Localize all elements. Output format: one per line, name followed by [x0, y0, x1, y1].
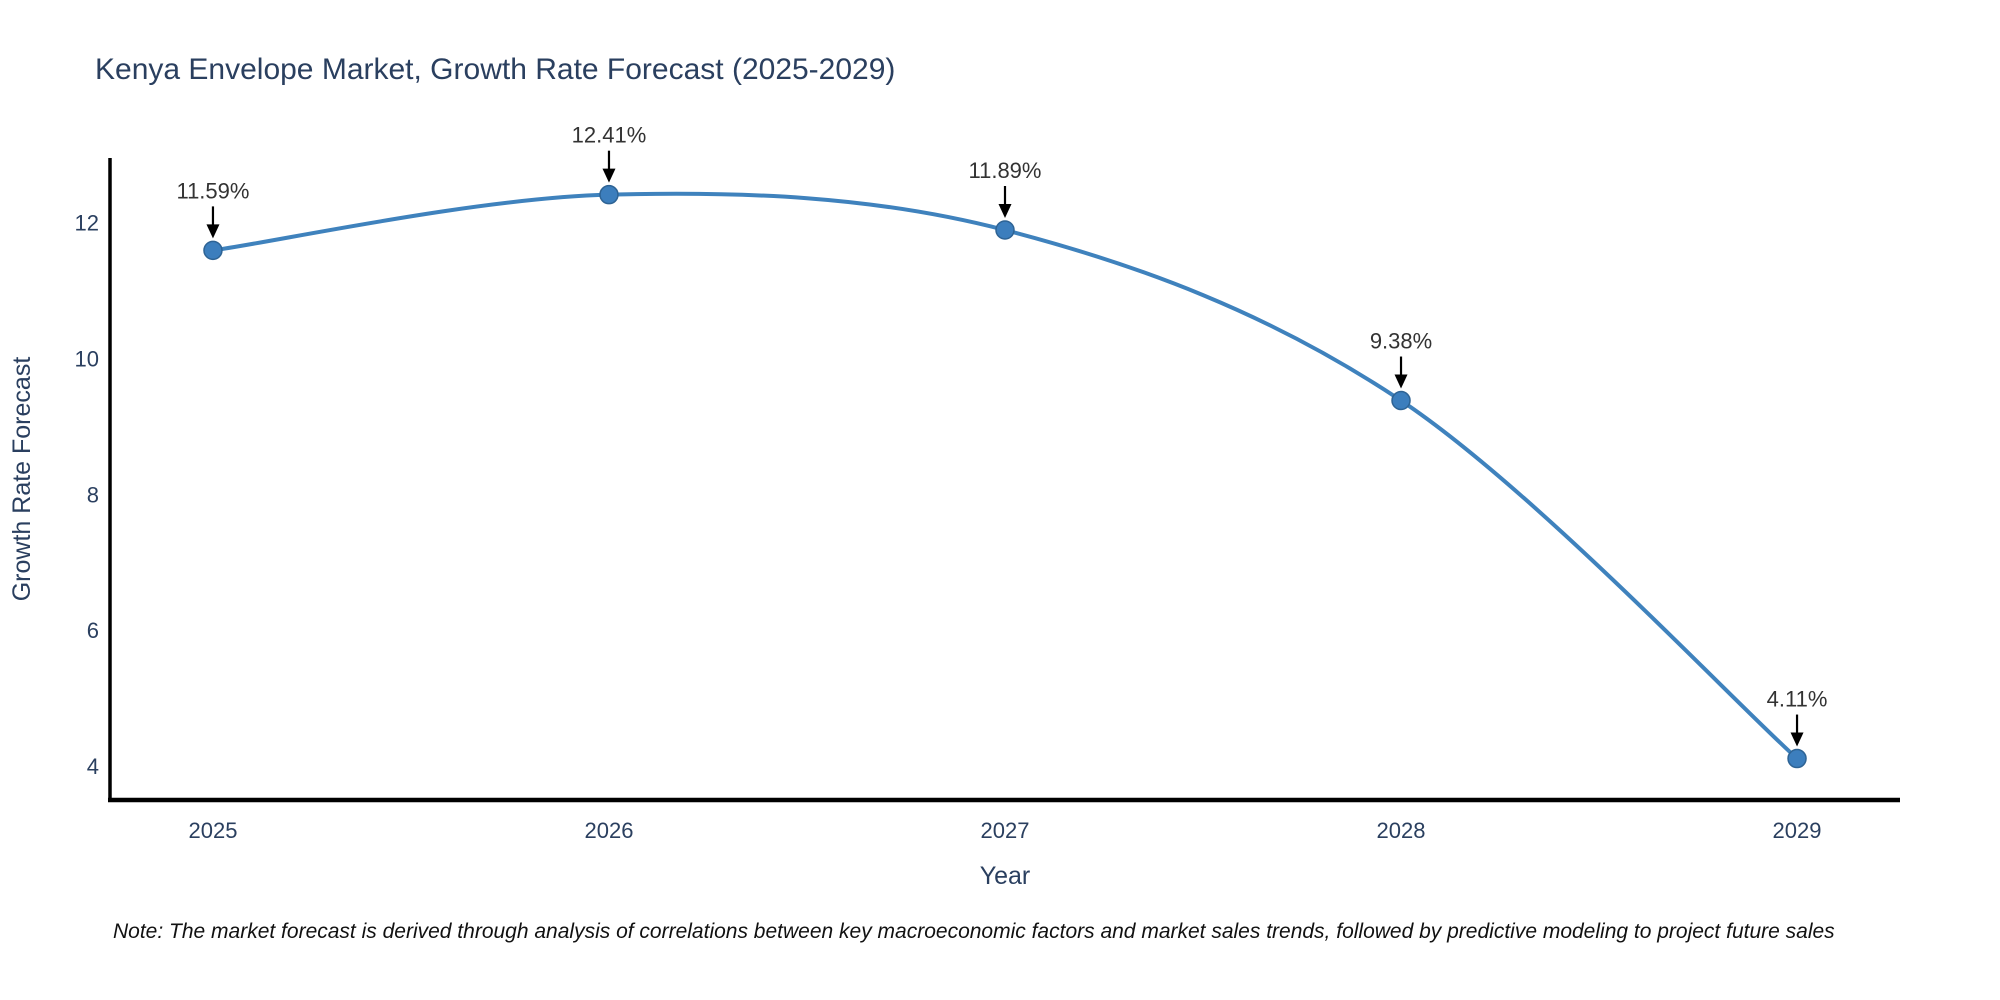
chart-title: Kenya Envelope Market, Growth Rate Forec… [95, 53, 895, 86]
series-layer [203, 184, 1807, 769]
data-point-marker [995, 220, 1015, 240]
annotation-arrowhead-icon [998, 204, 1012, 219]
y-tick-label: 10 [75, 346, 99, 371]
data-point-label: 4.11% [1767, 687, 1828, 712]
annotation-arrowhead-icon [1394, 374, 1408, 389]
x-tick-label: 2029 [1773, 818, 1822, 843]
y-tick-label: 8 [87, 482, 99, 507]
ticks-layer: 4 6 8 10 12 2025 2026 2027 2028 2029 [75, 211, 1822, 843]
data-point-label: 11.59% [176, 178, 249, 203]
x-tick-label: 2027 [981, 818, 1030, 843]
y-tick-label: 12 [75, 211, 99, 236]
data-point-label: 11.89% [969, 158, 1042, 183]
annotation-arrowhead-icon [206, 224, 220, 239]
y-tick-label: 6 [87, 618, 99, 643]
x-axis-title: Year [980, 862, 1031, 890]
forecast-line [210, 191, 1800, 761]
axes-layer [108, 158, 1900, 803]
annotation-arrowhead-icon [1790, 732, 1804, 747]
data-point-marker [1391, 390, 1411, 411]
y-tick-label: 4 [87, 754, 99, 779]
x-tick-label: 2026 [585, 818, 634, 843]
x-tick-label: 2025 [188, 818, 237, 843]
footnote: Note: The market forecast is derived thr… [113, 920, 1835, 943]
data-point-label: 12.41% [572, 123, 647, 148]
data-point-marker [203, 240, 223, 261]
data-point-label: 9.38% [1370, 329, 1432, 354]
y-axis-title: Growth Rate Forecast [8, 357, 36, 602]
annotations-layer: 11.59% 12.41% 11.89% 9.38% 4.11% [176, 123, 1827, 747]
data-point-marker [1787, 748, 1807, 769]
annotation-arrowhead-icon [602, 168, 616, 183]
x-tick-label: 2028 [1377, 818, 1426, 843]
data-point-marker [599, 184, 619, 205]
